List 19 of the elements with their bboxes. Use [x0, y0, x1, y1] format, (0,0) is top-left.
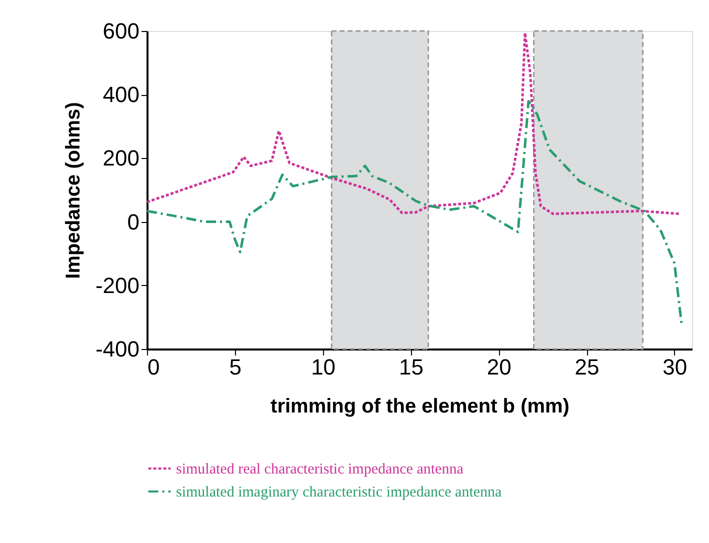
line-series — [146, 32, 681, 216]
y-tick-label: -400 — [95, 336, 140, 362]
x-tick-label: 10 — [311, 354, 336, 380]
line-series — [146, 100, 683, 324]
y-tick-label: -200 — [95, 272, 140, 298]
y-tick-label: 600 — [102, 18, 140, 44]
x-tick-label: 15 — [398, 354, 424, 380]
y-tick-label: 400 — [102, 82, 140, 108]
x-tick-label: 20 — [486, 354, 512, 380]
y-tick-label: 0 — [127, 209, 140, 234]
x-tick-label: 0 — [148, 354, 160, 380]
x-axis-title: trimming of the element b (mm) — [270, 396, 570, 418]
x-tick-label: 30 — [662, 354, 688, 380]
y-tick-label: 200 — [102, 146, 140, 171]
x-tick-label: 25 — [574, 354, 600, 380]
legend-label: simulated imaginary characteristic impedance antenna — [176, 484, 502, 500]
y-axis-title: Impedance (ohms) — [62, 102, 84, 279]
x-tick-label: 5 — [229, 354, 242, 380]
legend-label: simulated real characteristic impedance antenna — [176, 462, 464, 478]
